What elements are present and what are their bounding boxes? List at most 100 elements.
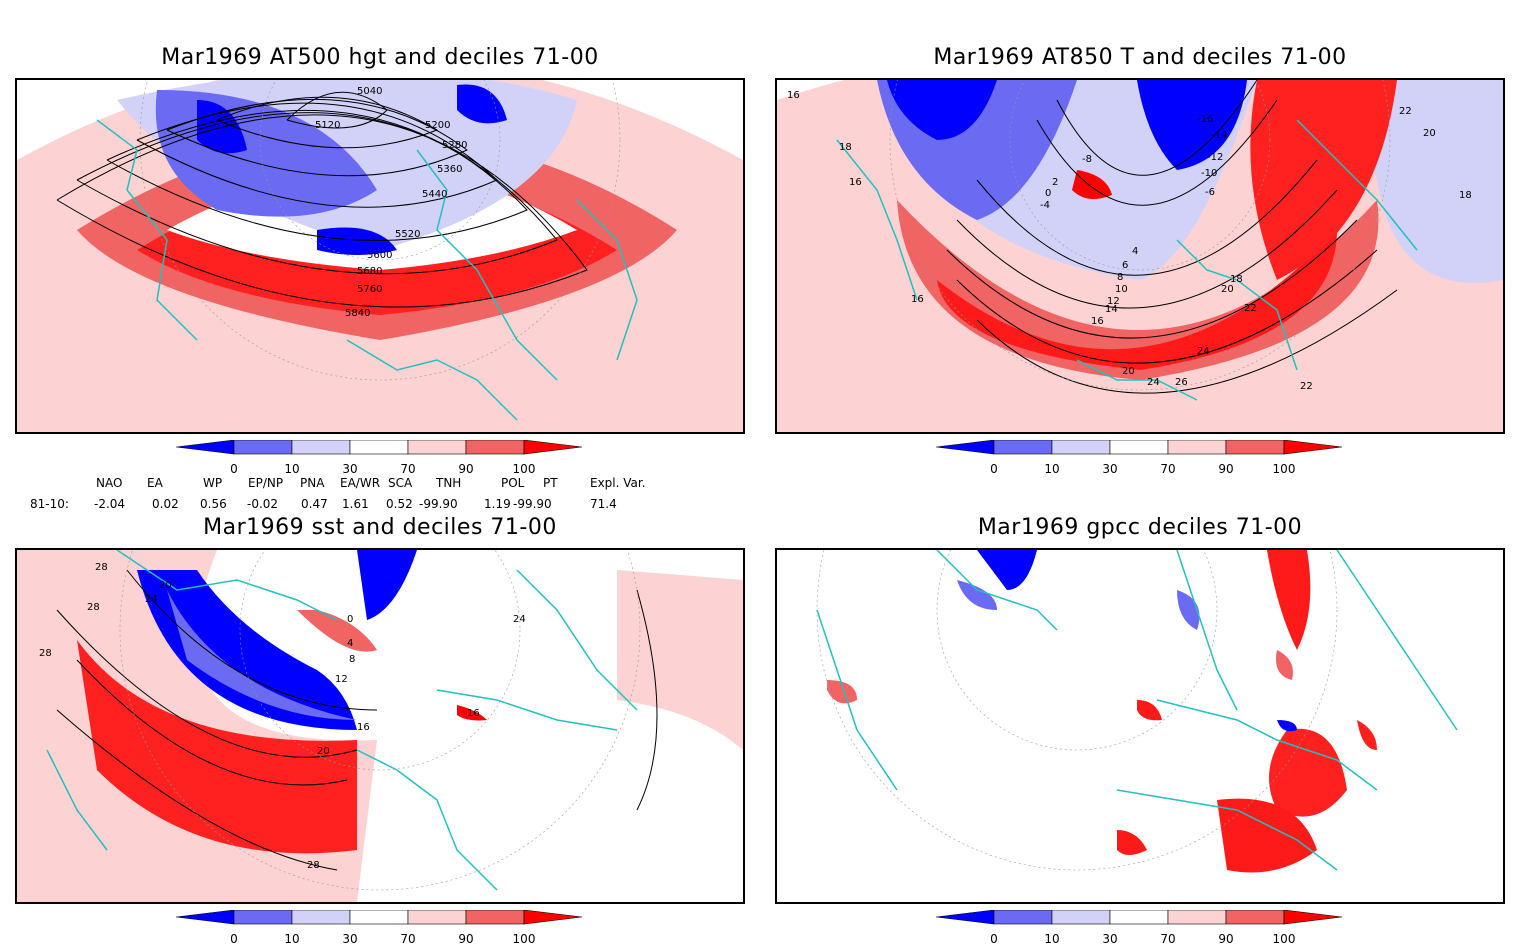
colorbar-tick: 30 [1102, 932, 1118, 946]
contour-label: -14 [1211, 130, 1227, 141]
contour-label: -8 [1082, 154, 1092, 165]
colorbar-arrow-low [936, 910, 995, 925]
contour-label: 16 [849, 177, 862, 188]
colorbar-tick: 100 [1272, 462, 1296, 476]
contour-label: 5840 [345, 308, 370, 319]
contour-label: 24 [1147, 377, 1160, 388]
contour-label: 20 [317, 746, 330, 757]
colorbar-tick: 90 [1218, 932, 1234, 946]
index-value: 0.56 [200, 497, 227, 511]
contour-label: 2 [1052, 177, 1058, 188]
colorbar-tick: 100 [512, 932, 536, 946]
colorbar-tick: 100 [512, 462, 536, 476]
contour-label: 16 [787, 90, 800, 101]
contour-label: -12 [1207, 152, 1223, 163]
contour-label: 5200 [425, 120, 450, 131]
colorbar-arrow-high [1283, 910, 1343, 925]
contour-label: 4 [347, 638, 353, 649]
colorbar-tick: 0 [230, 462, 238, 476]
colorbar-tick: 70 [400, 932, 416, 946]
map-gpcc [816, 550, 1458, 873]
map-hgt500: 5040 5120 5200 5280 5360 5440 5520 5600 … [17, 80, 743, 432]
teleconnection-table: NAO EA WP EP/NP PNA EA/WR SCA TNH POL PT… [0, 476, 700, 516]
contour-label: 26 [1175, 377, 1188, 388]
colorbar-tick: 70 [1160, 462, 1176, 476]
colorbar-tick: 100 [1272, 932, 1296, 946]
index-header: Expl. Var. [590, 476, 646, 490]
contour-label: 0 [1045, 188, 1051, 199]
contour-label: -6 [1205, 187, 1215, 198]
colorbar-arrow-high [1283, 440, 1343, 455]
contour-label: 10 [1115, 284, 1128, 295]
contour-label: 5280 [442, 140, 467, 151]
contour-label: 18 [1459, 190, 1472, 201]
index-row-label: 81-10: [30, 497, 69, 511]
contour-label: 28 [95, 562, 108, 573]
contour-label: 28 [307, 860, 320, 871]
index-value: 0.02 [152, 497, 179, 511]
panel-title-hgt500: Mar1969 AT500 hgt and deciles 71-00 [161, 45, 599, 70]
contour-label: 20 [1122, 366, 1135, 377]
colorbar-tick: 0 [990, 462, 998, 476]
index-value: -0.02 [247, 497, 279, 511]
index-value: -2.04 [94, 497, 126, 511]
contour-label: 5360 [437, 164, 462, 175]
colorbar-tick: 90 [458, 462, 474, 476]
colorbar-tick: 90 [1218, 462, 1234, 476]
contour-label: 14 [1105, 304, 1118, 315]
index-header: EP/NP [248, 476, 284, 490]
contour-label: 6 [1122, 260, 1128, 271]
contour-label: 5440 [422, 189, 447, 200]
colorbar-tick: 0 [230, 932, 238, 946]
index-value: 1.61 [342, 497, 369, 511]
contour-label: 0 [347, 614, 353, 625]
index-header: WP [203, 476, 223, 490]
colorbar-graphic [936, 910, 1343, 925]
contour-label: 28 [87, 602, 100, 613]
colorbar-arrow-high [523, 910, 583, 925]
index-value: 0.52 [386, 497, 413, 511]
index-header: PNA [300, 476, 325, 490]
contour-label: 5040 [357, 86, 382, 97]
index-header: EA [147, 476, 163, 490]
contour-label: 20 [159, 580, 172, 591]
contour-label: 8 [349, 654, 355, 665]
contour-label: 20 [1221, 284, 1234, 295]
colorbar-sst: 0 10 30 70 90 100 [176, 910, 596, 950]
colorbar-tick: 10 [284, 462, 300, 476]
colorbar-tick: 90 [458, 932, 474, 946]
contour-label: 18 [839, 142, 852, 153]
contour-label: -16 [1197, 114, 1213, 125]
colorbar-tick: 0 [990, 932, 998, 946]
contour-label: 18 [1230, 274, 1243, 285]
contour-label: 12 [335, 674, 348, 685]
colorbar-tick: 30 [342, 932, 358, 946]
index-value: 1.19 [484, 497, 511, 511]
contour-label: 20 [1423, 128, 1436, 139]
index-value: 71.4 [590, 497, 617, 511]
map-panel-sst: 28 24 20 28 28 0 4 8 12 16 20 24 28 16 [15, 548, 745, 904]
contour-label: -4 [1040, 200, 1050, 211]
colorbar-tick: 30 [1102, 462, 1118, 476]
contour-label: 22 [1300, 381, 1313, 392]
colorbar-t850: 0 10 30 70 90 100 [936, 440, 1356, 480]
contour-label: 5680 [357, 266, 382, 277]
map-panel-hgt500: 5040 5120 5200 5280 5360 5440 5520 5600 … [15, 78, 745, 434]
contour-label: 22 [1244, 303, 1257, 314]
contour-label: 5520 [395, 229, 420, 240]
index-header: TNH [436, 476, 462, 490]
contour-label: 28 [39, 648, 52, 659]
contour-label: 24 [1197, 346, 1210, 357]
contour-label: 5600 [367, 250, 392, 261]
panel-title-t850: Mar1969 AT850 T and deciles 71-00 [933, 45, 1347, 70]
colorbar-gpcc: 0 10 30 70 90 100 [936, 910, 1356, 950]
colorbar-graphic [176, 440, 583, 455]
index-header: SCA [388, 476, 413, 490]
contour-label: 5760 [357, 284, 382, 295]
colorbar-hgt500: 0 10 30 70 90 100 [176, 440, 596, 480]
contour-label: 8 [1117, 272, 1123, 283]
map-panel-gpcc [775, 548, 1505, 904]
contour-label: 16 [467, 708, 480, 719]
index-header: NAO [96, 476, 123, 490]
colorbar-arrow-high [523, 440, 583, 455]
